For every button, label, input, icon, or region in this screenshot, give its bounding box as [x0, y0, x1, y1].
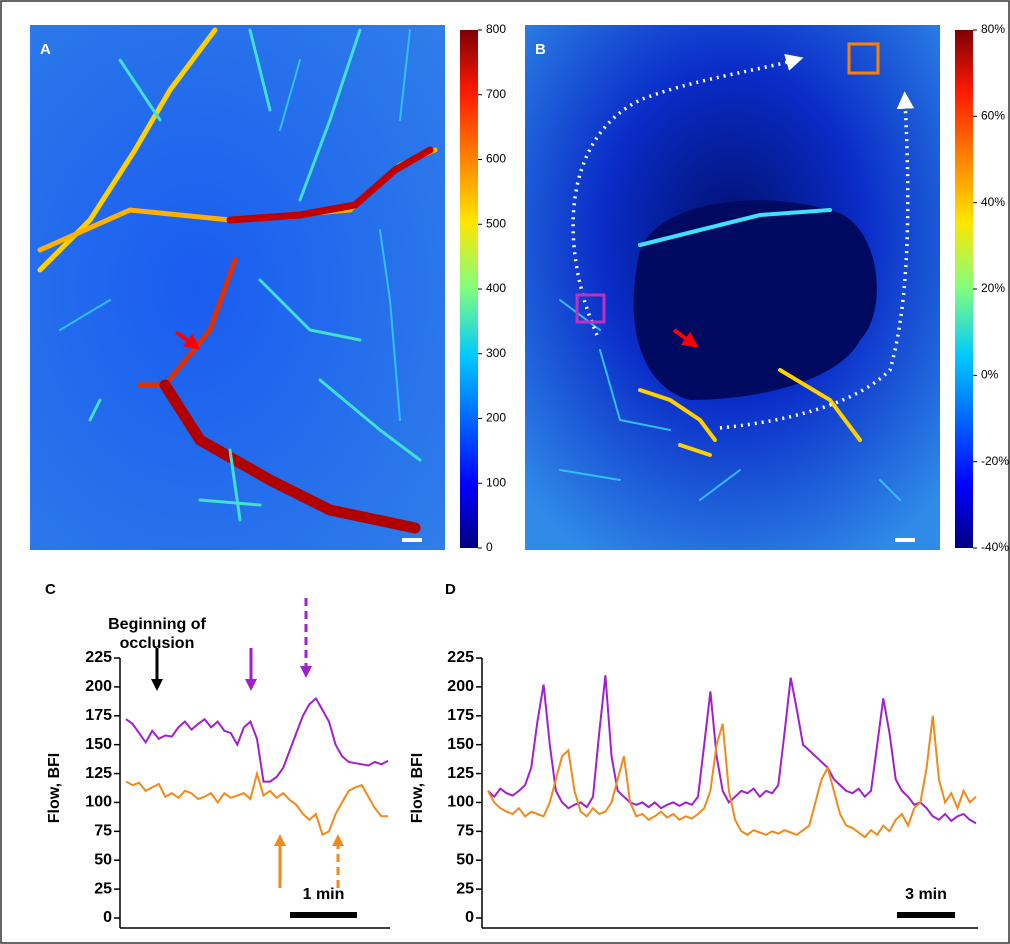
- y-axis-label: Flow, BFI: [409, 753, 426, 824]
- y-tick-label: 200: [85, 678, 112, 695]
- colorbar-tick-label: 700: [486, 87, 506, 101]
- y-tick-label: 150: [85, 736, 112, 753]
- series-line: [125, 696, 389, 783]
- annotation-line: Beginning of: [108, 616, 206, 633]
- y-tick-label: 50: [94, 851, 112, 868]
- colorbar-tick-label: 0: [486, 540, 493, 554]
- y-tick-label: 100: [85, 794, 112, 811]
- colorbar-tick-label: 500: [486, 216, 506, 230]
- y-tick-label: 125: [85, 765, 112, 782]
- panel-label: C: [45, 581, 56, 598]
- y-tick-label: 0: [465, 909, 474, 926]
- series-line: [487, 715, 977, 839]
- image-b: [525, 25, 940, 550]
- y-tick-label: 50: [456, 851, 474, 868]
- colorbar-a: [460, 30, 478, 548]
- colorbar-tick-label: 200: [486, 411, 506, 425]
- panel-label: D: [445, 581, 456, 598]
- panel-label: B: [535, 41, 546, 58]
- y-tick-label: 25: [94, 880, 112, 897]
- y-tick-label: 175: [85, 707, 112, 724]
- colorbar-tick-label: -40%: [981, 540, 1009, 554]
- arrows-c: [151, 598, 344, 888]
- y-tick-label: 25: [456, 880, 474, 897]
- colorbar-tick-label: 60%: [981, 109, 1005, 123]
- colorbar-tick-label: 300: [486, 346, 506, 360]
- y-tick-label: 75: [94, 823, 112, 840]
- y-tick-label: 100: [447, 794, 474, 811]
- colorbar-tick-label: 0%: [981, 368, 999, 382]
- annotation: Beginning of occlusion: [108, 616, 206, 652]
- y-tick-label: 225: [85, 649, 112, 666]
- series-line: [125, 769, 388, 837]
- colorbar-tick-label: 100: [486, 475, 506, 489]
- colorbar-tick-label: 400: [486, 281, 506, 295]
- y-tick-label: 125: [447, 765, 474, 782]
- scale-bar: [897, 912, 955, 918]
- image-a: [30, 25, 445, 550]
- series-line: [487, 675, 977, 825]
- colorbar-b: [955, 30, 973, 548]
- panel-label: A: [40, 41, 51, 58]
- scale-bar: [290, 912, 357, 918]
- y-tick-label: 75: [456, 823, 474, 840]
- scale-bar-label: 3 min: [905, 886, 947, 903]
- colorbar-tick-label: 600: [486, 152, 506, 166]
- colorbar-tick-label: 40%: [981, 195, 1005, 209]
- annotation-line: occlusion: [120, 635, 195, 652]
- y-tick-label: 225: [447, 649, 474, 666]
- scale-bar-label: 1 min: [303, 886, 345, 903]
- y-tick-label: 150: [447, 736, 474, 753]
- colorbar-tick-label: 20%: [981, 281, 1005, 295]
- y-axis-label: Flow, BFI: [46, 753, 63, 824]
- y-tick-label: 0: [103, 909, 112, 926]
- colorbar-tick-label: -20%: [981, 454, 1009, 468]
- colorbar-tick-label: 800: [486, 22, 506, 36]
- colorbar-tick-label: 80%: [981, 22, 1005, 36]
- y-tick-label: 175: [447, 707, 474, 724]
- y-tick-label: 200: [447, 678, 474, 695]
